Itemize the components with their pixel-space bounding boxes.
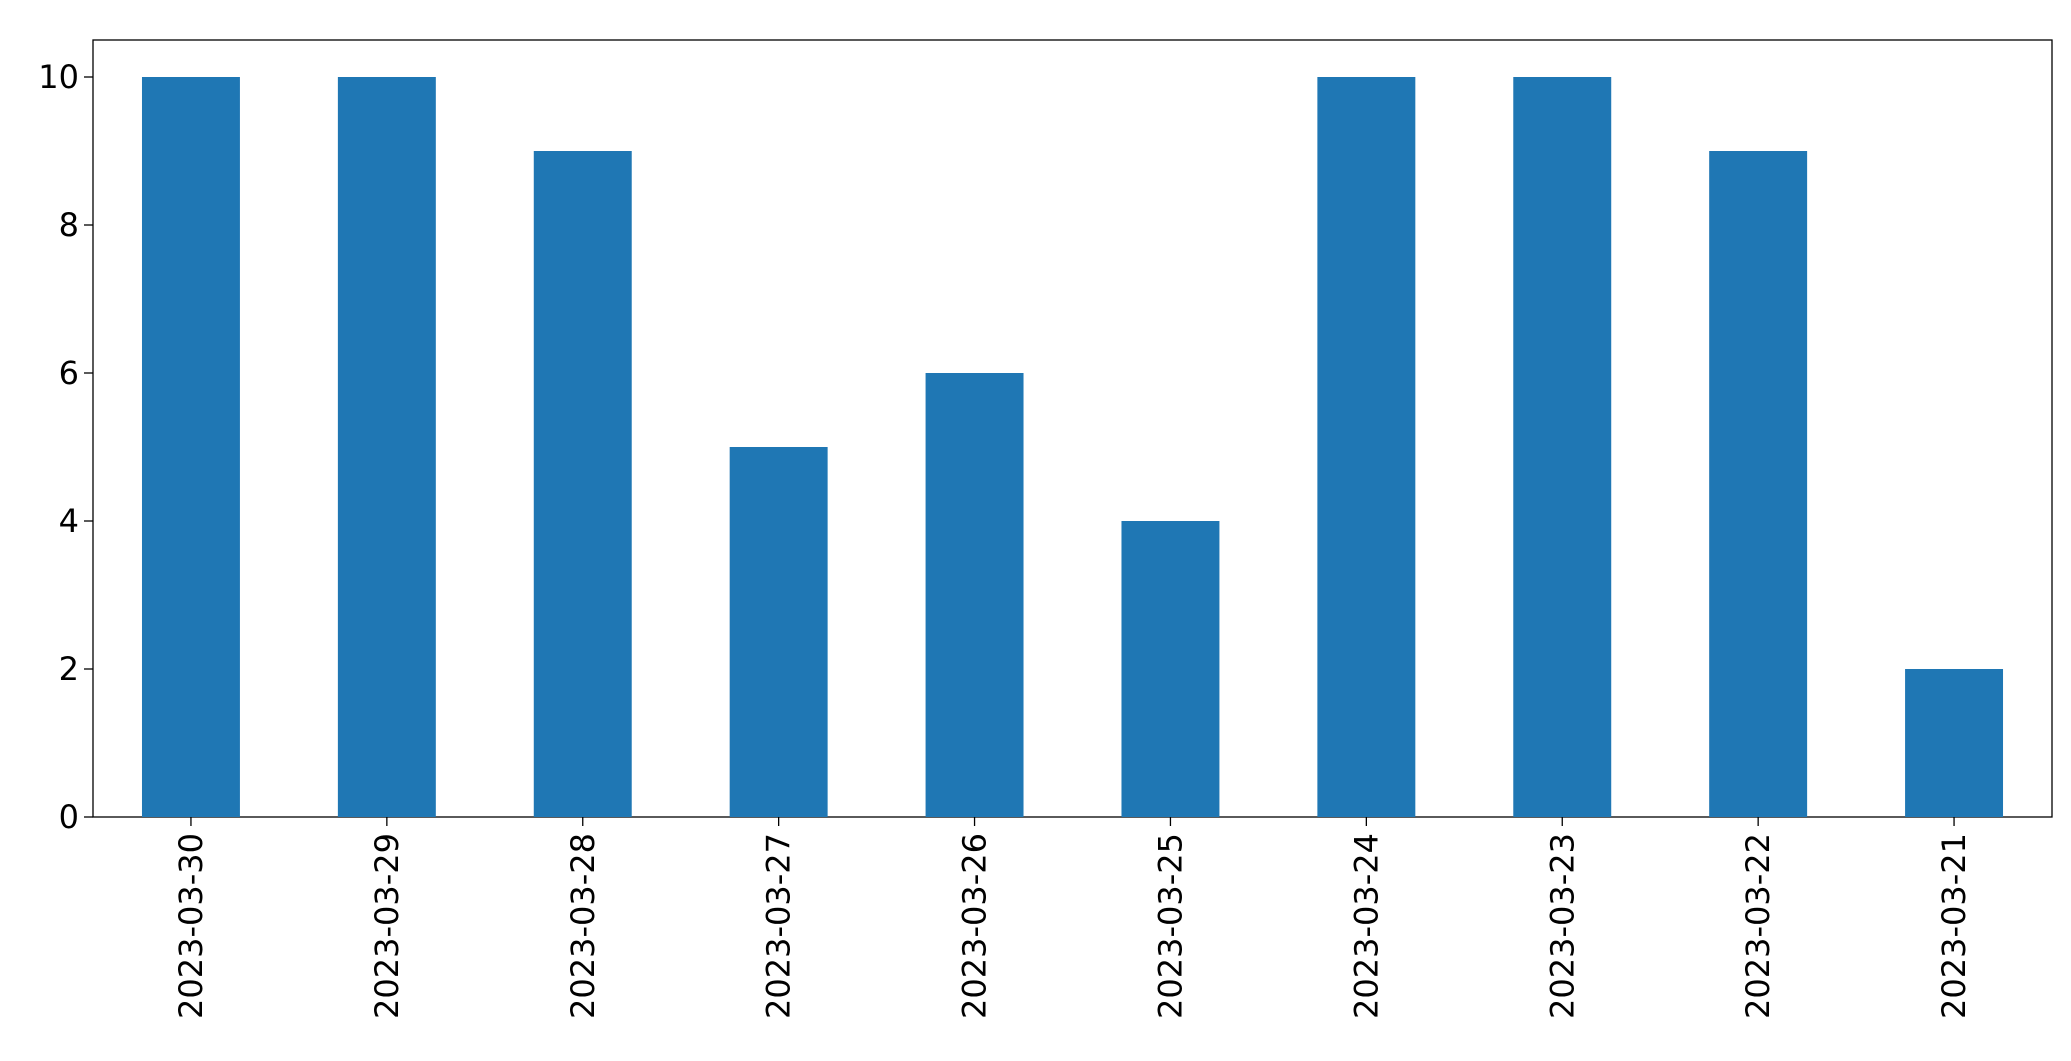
bar <box>1905 669 2004 817</box>
x-tick-label: 2023-03-21 <box>1935 833 1973 1019</box>
y-tick-label: 10 <box>38 58 79 96</box>
bar <box>533 151 632 817</box>
y-tick-label: 8 <box>59 206 79 244</box>
x-tick-label: 2023-03-25 <box>1151 833 1189 1019</box>
bar <box>337 77 436 817</box>
y-tick-label: 0 <box>59 798 79 836</box>
y-tick-label: 6 <box>59 354 79 392</box>
x-tick-label: 2023-03-27 <box>760 833 798 1019</box>
bar <box>1513 77 1612 817</box>
bar <box>1317 77 1416 817</box>
x-tick-label: 2023-03-22 <box>1739 833 1777 1019</box>
x-tick-label: 2023-03-30 <box>172 833 210 1019</box>
x-tick-label: 2023-03-28 <box>564 833 602 1019</box>
bar <box>729 447 828 817</box>
x-tick-label: 2023-03-23 <box>1543 833 1581 1019</box>
plot-frame <box>92 39 2053 818</box>
x-tick-label: 2023-03-29 <box>368 833 406 1019</box>
y-tick-label: 4 <box>59 502 79 540</box>
x-tick-label: 2023-03-24 <box>1347 833 1385 1019</box>
bar <box>1121 521 1220 817</box>
bar <box>1709 151 1808 817</box>
bar <box>141 77 240 817</box>
y-tick-label: 2 <box>59 650 79 688</box>
bar <box>925 373 1024 817</box>
x-tick-label: 2023-03-26 <box>956 833 994 1019</box>
